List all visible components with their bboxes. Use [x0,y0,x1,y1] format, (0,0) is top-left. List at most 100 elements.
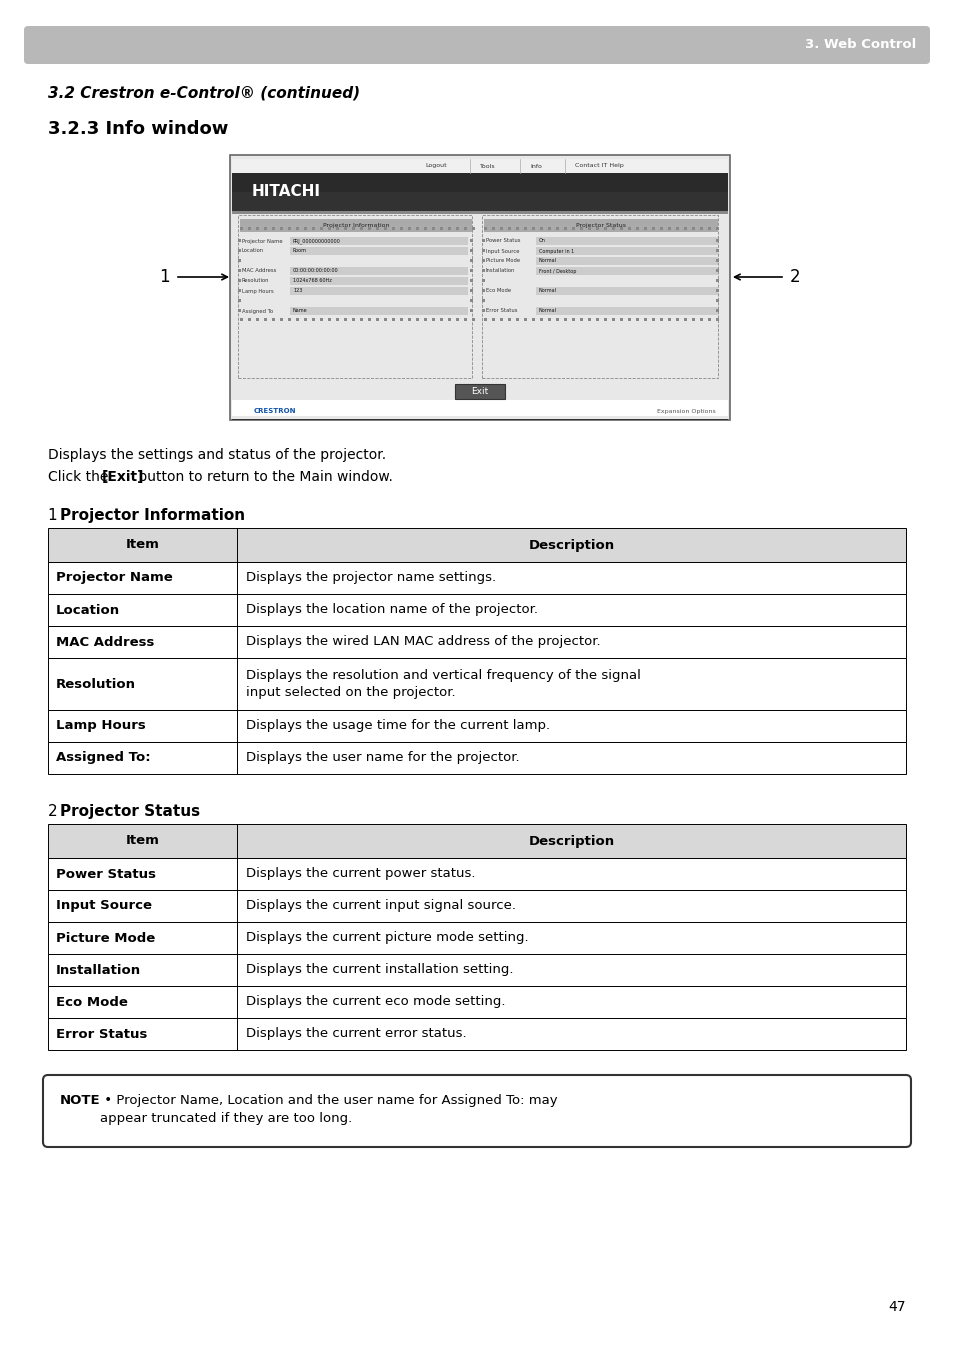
Bar [48,955,905,986]
Bar [230,154,729,420]
Bar [499,318,502,321]
Bar [232,418,727,420]
Bar [547,318,551,321]
Text: Displays the wired LAN MAC address of the projector.: Displays the wired LAN MAC address of th… [246,635,599,649]
Bar [716,227,719,230]
Text: Displays the settings and status of the projector.: Displays the settings and status of the … [48,448,386,462]
Bar [507,227,511,230]
Text: Displays the projector name settings.: Displays the projector name settings. [246,571,496,585]
Bar [48,594,905,626]
Bar [536,246,718,255]
Text: 47: 47 [887,1300,905,1313]
Bar [716,259,719,263]
Bar [470,299,473,302]
Text: Contact IT Help: Contact IT Help [575,164,623,168]
Bar [319,227,323,230]
FancyBboxPatch shape [24,26,929,64]
Bar [232,192,727,211]
Bar [423,318,427,321]
Bar [507,318,511,321]
Bar [237,288,241,292]
Bar [572,227,575,230]
Bar [659,227,662,230]
Text: MAC Address: MAC Address [56,635,154,649]
Bar [683,227,686,230]
Bar [481,288,484,292]
Text: Computer in 1: Computer in 1 [538,249,574,253]
Bar [516,227,518,230]
Bar [603,227,606,230]
Text: Eco Mode: Eco Mode [56,995,128,1009]
Text: Displays the user name for the projector.: Displays the user name for the projector… [246,751,518,765]
Bar [48,562,905,594]
Bar [295,227,298,230]
Bar [619,318,622,321]
Text: 1024x768 60Hz: 1024x768 60Hz [293,279,332,283]
Bar [295,318,298,321]
Bar [359,318,363,321]
Bar [532,318,535,321]
Bar [481,249,484,252]
Bar [335,318,338,321]
Bar [556,227,558,230]
Bar [470,288,473,292]
Bar [619,227,622,230]
Bar [563,227,566,230]
Bar [264,318,267,321]
Text: Projector Information: Projector Information [322,223,389,227]
Bar [536,307,718,315]
Text: 1: 1 [48,508,63,523]
Bar [232,173,727,211]
Text: Description: Description [528,539,614,551]
Bar [700,227,702,230]
Bar [288,227,291,230]
Bar [255,227,258,230]
Bar [536,267,718,275]
Text: 2: 2 [789,268,800,286]
Bar [587,318,590,321]
Text: Location: Location [242,249,264,253]
Bar [237,279,241,282]
Text: Eco Mode: Eco Mode [485,288,511,294]
Text: Displays the current installation setting.: Displays the current installation settin… [246,964,513,976]
Bar [48,528,905,562]
Bar [368,318,371,321]
Bar [716,240,719,242]
Bar [456,318,458,321]
Text: Item: Item [125,539,159,551]
Text: 00:00:00:00:00:00: 00:00:00:00:00:00 [293,268,338,274]
Bar [667,227,670,230]
Bar [448,318,451,321]
Bar [240,318,243,321]
Bar [352,227,355,230]
Bar [651,318,655,321]
Bar [716,279,719,282]
Bar [264,227,267,230]
Bar [319,318,323,321]
Text: Input Source: Input Source [485,249,519,253]
Bar [492,318,495,321]
Text: Projector Status: Projector Status [576,223,625,227]
Bar [423,227,427,230]
Bar [399,227,402,230]
Bar [691,318,695,321]
Bar [470,249,473,252]
Bar [539,318,542,321]
Text: 3.2 Crestron e-Control® (continued): 3.2 Crestron e-Control® (continued) [48,85,359,100]
Bar [240,219,472,232]
Bar [237,269,241,272]
Bar [667,318,670,321]
Bar [290,307,468,315]
Bar [288,318,291,321]
Bar [716,249,719,252]
Bar [700,318,702,321]
Text: NOTE: NOTE [60,1094,100,1108]
Bar [470,269,473,272]
Bar [368,227,371,230]
Bar [375,318,378,321]
Bar [232,158,727,173]
Bar [237,299,241,302]
Bar [48,890,905,922]
Bar [676,318,679,321]
Text: Displays the usage time for the current lamp.: Displays the usage time for the current … [246,719,549,733]
